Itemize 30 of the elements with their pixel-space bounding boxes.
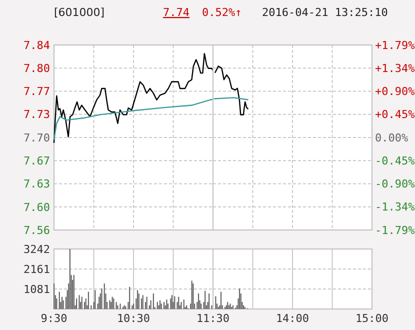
y-tick-label: 7.67 [24, 154, 50, 168]
text: 2016-04-21 13:25:10 [262, 6, 388, 19]
y-tick-label: +1.79% [375, 38, 415, 52]
x-tick-label: 15:00 [355, 312, 389, 325]
y-tick-label: 7.84 [24, 38, 50, 52]
y-tick-label: -1.79% [375, 224, 415, 237]
y-tick-label: 7.77 [24, 85, 50, 98]
y-tick-label: +0.90% [375, 85, 415, 98]
y-tick-label: 7.63 [24, 178, 50, 191]
y-tick-label: 7.70 [24, 131, 50, 144]
y-tick-label: 2161 [24, 262, 50, 276]
y-tick-label: +1.34% [375, 62, 415, 75]
y-tick-label: 7.80 [24, 62, 50, 75]
y-tick-label: 3242 [24, 242, 50, 256]
y-tick-label: 1081 [24, 282, 50, 296]
text: 7.74 [163, 6, 190, 19]
y-tick-label: 7.56 [24, 224, 50, 237]
text: 0.52%↑ [202, 6, 242, 19]
y-tick-label: -1.34% [375, 200, 415, 214]
x-tick-label: 9:30 [40, 312, 68, 325]
y-tick-label: 0.00% [375, 131, 408, 144]
chart-title: [601000] [54, 6, 105, 19]
y-tick-label: 7.73 [24, 108, 50, 122]
x-tick-label: 10:30 [116, 312, 150, 325]
y-tick-label: 7.60 [24, 200, 50, 214]
y-tick-label: +0.45% [375, 108, 415, 122]
x-tick-label: 14:00 [276, 312, 310, 325]
x-tick-label: 11:30 [196, 312, 230, 325]
y-tick-label: -0.45% [375, 154, 415, 168]
y-tick-label: -0.90% [375, 178, 415, 191]
